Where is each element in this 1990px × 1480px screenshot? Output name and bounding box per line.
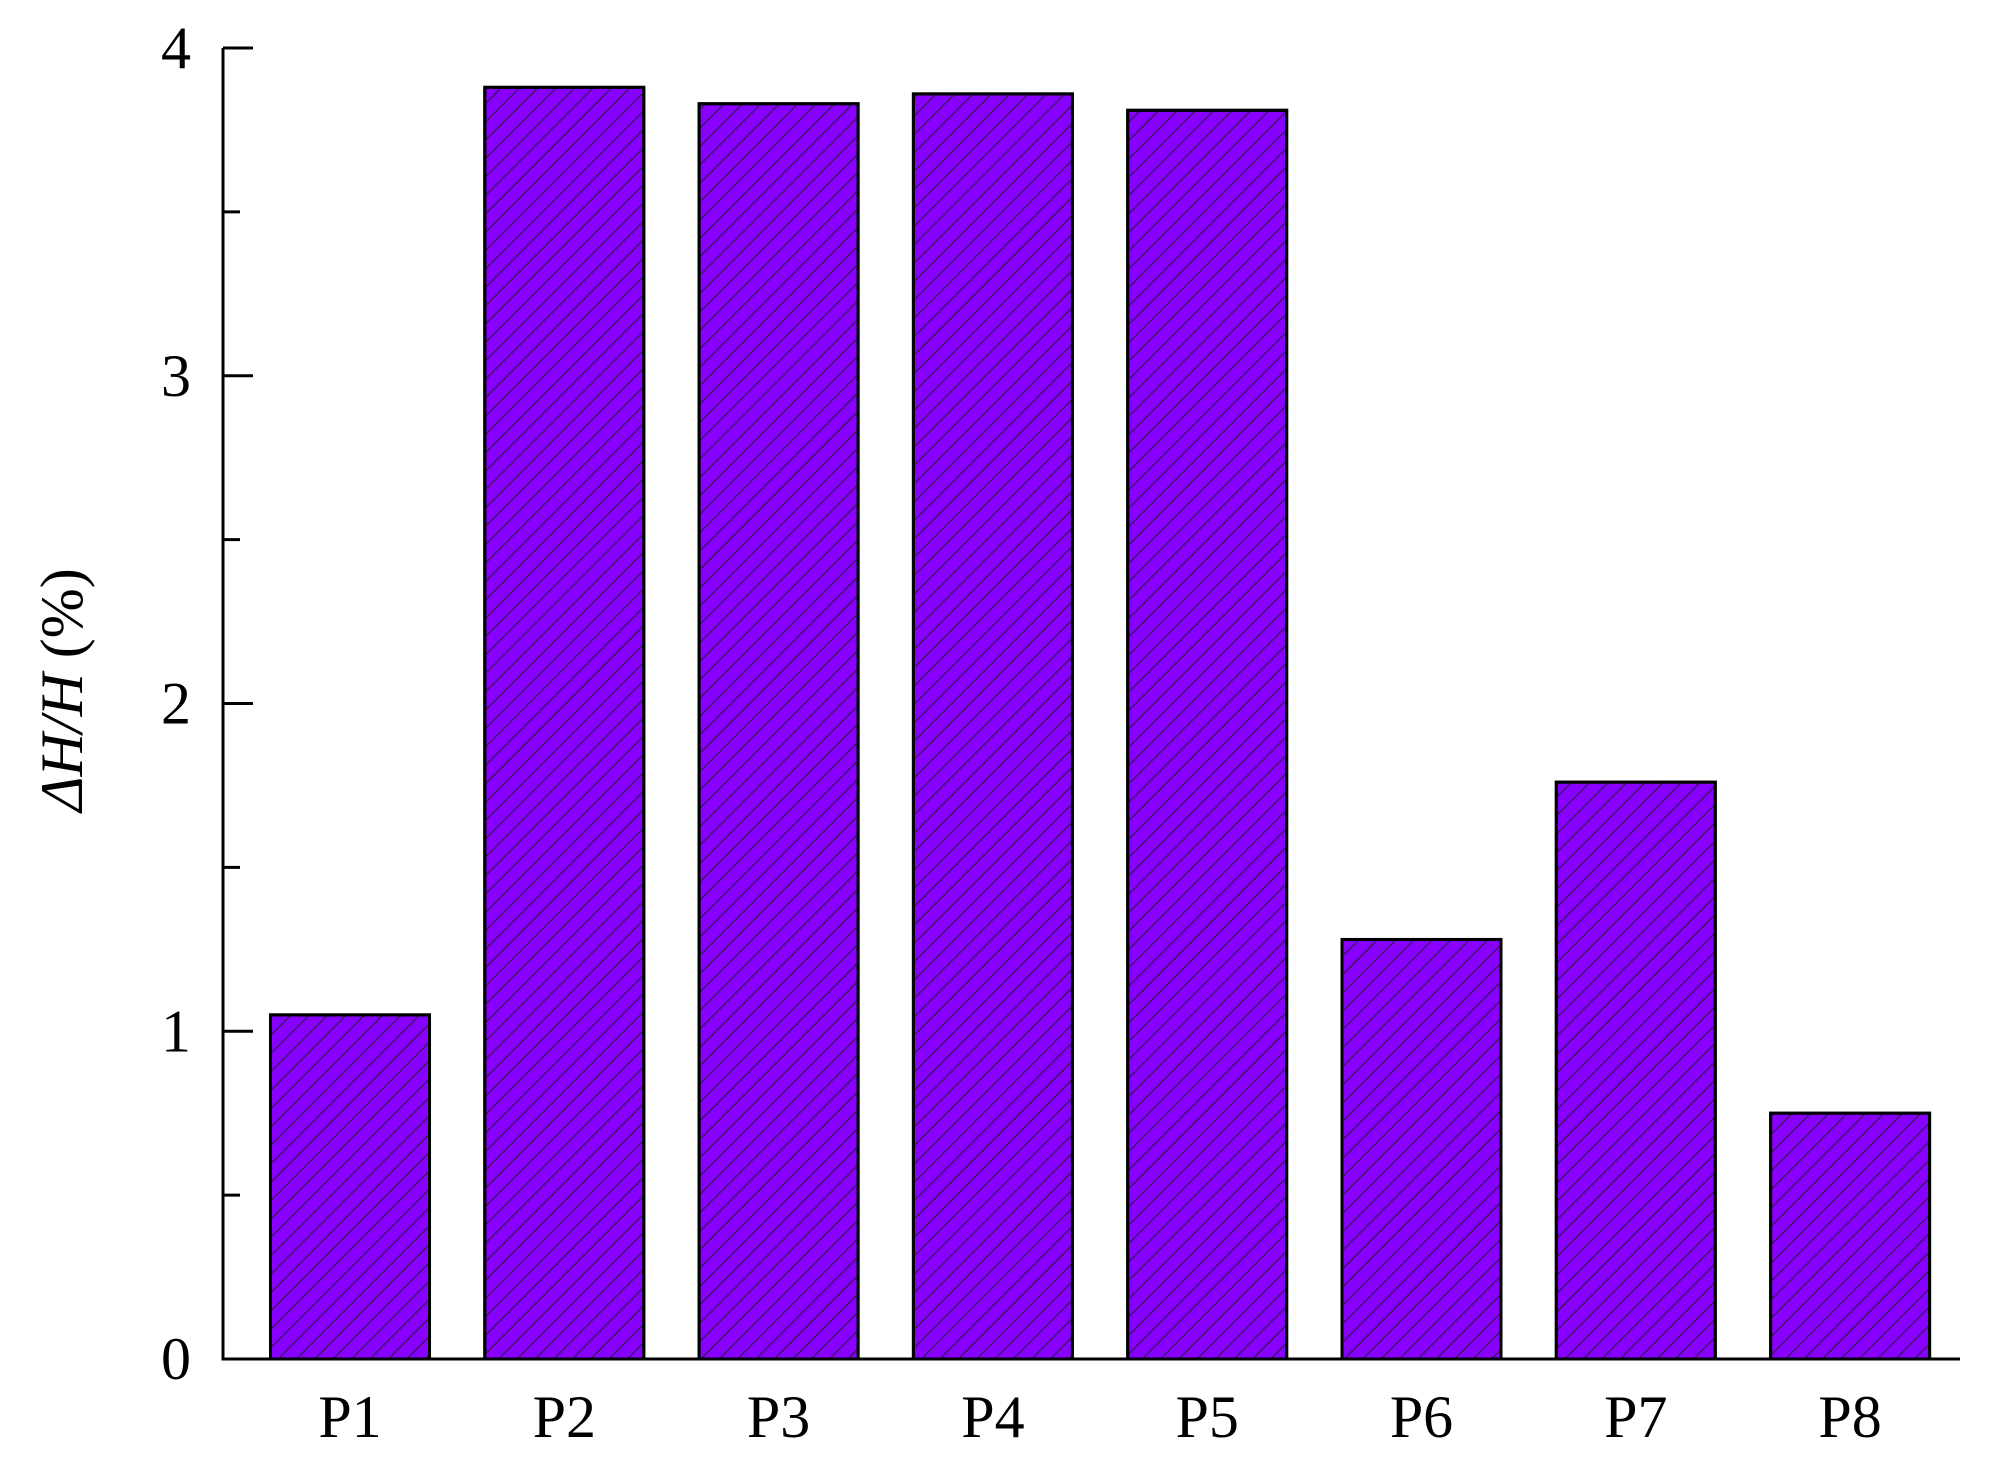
bar-hatch — [1340, 937, 1503, 1361]
y-axis-label: ΔH/H (%) — [29, 568, 95, 814]
x-tick-label: P4 — [961, 1384, 1024, 1450]
bar-hatch — [697, 102, 860, 1361]
y-tick-label: 4 — [161, 15, 191, 81]
bar-hatch — [269, 1013, 431, 1361]
y-label-symbol: ΔH/H — [29, 670, 95, 814]
x-tick-label: P7 — [1604, 1384, 1667, 1450]
bar-hatch — [1769, 1111, 1932, 1361]
y-tick-label: 3 — [161, 343, 191, 409]
y-tick-label: 1 — [161, 998, 191, 1064]
y-tick-label: 2 — [161, 671, 191, 737]
bar-hatch — [911, 92, 1074, 1361]
x-tick-label: P8 — [1818, 1384, 1881, 1450]
y-tick-label: 0 — [161, 1326, 191, 1392]
x-tick-label: P1 — [318, 1384, 381, 1450]
x-tick-label: P5 — [1176, 1384, 1239, 1450]
x-tick-label: P2 — [533, 1384, 596, 1450]
bar-hatch — [1554, 780, 1717, 1361]
y-label-unit: (%) — [29, 568, 95, 658]
x-tick-label: P6 — [1390, 1384, 1453, 1450]
x-tick-label: P3 — [747, 1384, 810, 1450]
bar-hatch — [1126, 108, 1289, 1361]
bar-hatch — [483, 85, 646, 1361]
